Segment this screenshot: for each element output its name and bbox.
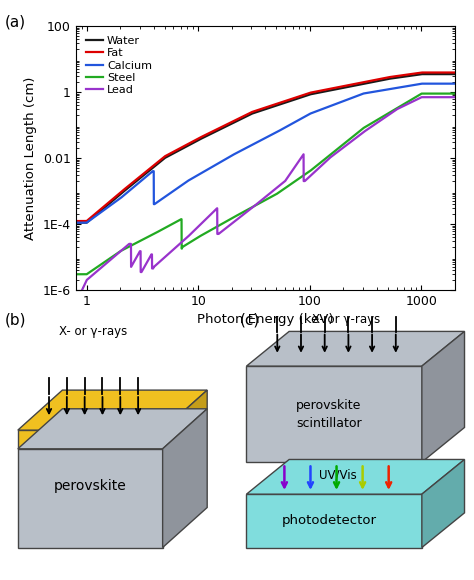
Calcium [404, 83, 410, 90]
Fat [219, 124, 224, 130]
Polygon shape [246, 494, 422, 548]
Lead [452, 94, 458, 101]
Steel [73, 271, 79, 278]
Fat [452, 69, 458, 76]
Fat [404, 71, 410, 78]
Calcium [116, 195, 122, 202]
Water [452, 71, 458, 78]
Polygon shape [246, 331, 465, 366]
Water [116, 192, 122, 199]
Lead [73, 300, 79, 307]
Text: (b): (b) [4, 313, 26, 328]
Water [419, 71, 424, 78]
Polygon shape [163, 390, 207, 449]
Text: (a): (a) [5, 14, 26, 30]
Polygon shape [422, 331, 465, 462]
Steel [139, 237, 145, 244]
Steel [445, 90, 451, 97]
Line: Water: Water [76, 74, 455, 223]
Lead [445, 94, 451, 101]
Lead [235, 216, 240, 223]
Lead [139, 269, 145, 276]
Calcium [452, 80, 458, 87]
Fat [445, 69, 451, 76]
Lead [404, 101, 410, 108]
Calcium [219, 158, 224, 165]
Fat [139, 172, 145, 179]
Water [445, 71, 451, 78]
Lead [419, 94, 424, 101]
Fat [116, 190, 122, 197]
Line: Calcium: Calcium [76, 84, 455, 223]
Polygon shape [246, 366, 422, 462]
Calcium [445, 80, 451, 87]
Calcium [235, 149, 240, 156]
Text: perovskite
scintillator: perovskite scintillator [296, 398, 362, 430]
Polygon shape [163, 409, 207, 548]
Calcium [139, 177, 145, 184]
Line: Lead: Lead [76, 97, 455, 303]
Polygon shape [18, 449, 163, 548]
X-axis label: Photon Energy (keV): Photon Energy (keV) [197, 313, 334, 327]
Text: X- or γ-rays: X- or γ-rays [59, 325, 128, 338]
Polygon shape [18, 430, 163, 449]
Text: X- or γ-rays: X- or γ-rays [312, 313, 380, 326]
Lead [219, 229, 224, 235]
Lead [116, 249, 122, 256]
Fat [235, 115, 240, 122]
Polygon shape [18, 409, 207, 449]
Polygon shape [18, 390, 207, 430]
Steel [235, 212, 240, 219]
Water [219, 125, 224, 132]
Steel [404, 99, 410, 106]
Y-axis label: Attenuation Length (cm): Attenuation Length (cm) [24, 77, 37, 240]
Calcium [419, 80, 424, 87]
Legend: Water, Fat, Calcium, Steel, Lead: Water, Fat, Calcium, Steel, Lead [82, 32, 156, 99]
Text: (c): (c) [239, 313, 260, 328]
Text: photodetector: photodetector [282, 514, 376, 527]
Text: perovskite: perovskite [54, 479, 127, 493]
Calcium [73, 219, 79, 226]
Fat [73, 218, 79, 224]
Water [235, 117, 240, 124]
Water [404, 72, 410, 79]
Text: UV/Vis: UV/Vis [319, 469, 356, 482]
Line: Steel: Steel [76, 93, 455, 274]
Water [139, 173, 145, 180]
Steel [219, 221, 224, 228]
Polygon shape [246, 459, 465, 494]
Polygon shape [422, 459, 465, 548]
Water [73, 219, 79, 226]
Fat [419, 69, 424, 76]
Steel [452, 90, 458, 97]
Steel [116, 248, 122, 255]
Line: Fat: Fat [76, 72, 455, 221]
Steel [419, 90, 424, 97]
